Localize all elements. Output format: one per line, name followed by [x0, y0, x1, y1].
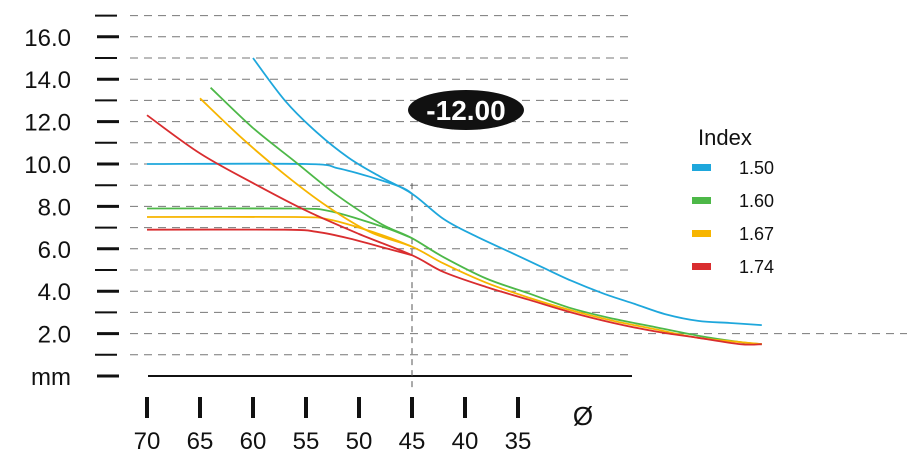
power-badge-background: [408, 90, 524, 130]
x-axis: 70 65 60 55 50 45 40 35: [134, 397, 532, 455]
legend-swatch-1.74: [692, 263, 711, 270]
power-badge: -12.00: [408, 90, 524, 130]
y-tick-label-6.0: 6.0: [38, 237, 71, 264]
legend-label-1.67: 1.67: [739, 224, 774, 244]
y-tick-label-10.0: 10.0: [24, 152, 71, 179]
y-tick-label-16.0: 16.0: [24, 25, 71, 52]
series-1.74-edge-line: [146, 114, 762, 346]
series-1.60-edge-line: [209, 87, 762, 346]
y-tick-label-2.0: 2.0: [38, 322, 71, 349]
y-axis: 2.0 4.0 6.0 8.0 10.0 12.0 14.0 16.0 mm: [24, 14, 119, 391]
y-tick-label-8.0: 8.0: [38, 194, 71, 221]
diameter-symbol: Ø: [573, 401, 593, 431]
legend: 1.50 1.60 1.67 1.74: [692, 158, 774, 277]
y-tick-label-4.0: 4.0: [38, 279, 71, 306]
series-1.67-edge-line: [199, 97, 762, 346]
grid-lines: [130, 15, 907, 356]
x-tick-label-35: 35: [505, 428, 532, 455]
y-tick-label-14.0: 14.0: [24, 67, 71, 94]
x-tick-label-45: 45: [399, 428, 426, 455]
legend-title: Index: [698, 125, 752, 150]
y-axis-unit-label: mm: [31, 364, 71, 391]
series-1.60-flat-line: [146, 207, 413, 240]
x-tick-label-70: 70: [134, 428, 161, 455]
x-tick-label-55: 55: [293, 428, 320, 455]
legend-label-1.74: 1.74: [739, 257, 774, 277]
x-tick-label-60: 60: [240, 428, 267, 455]
x-tick-label-65: 65: [187, 428, 214, 455]
legend-swatch-1.50: [692, 164, 711, 171]
x-tick-label-50: 50: [346, 428, 373, 455]
y-tick-label-12.0: 12.0: [24, 110, 71, 137]
series-1.67-flat-line: [146, 215, 413, 248]
series-1.50-flat-line: [146, 162, 413, 195]
x-tick-label-40: 40: [452, 428, 479, 455]
power-badge-label: -12.00: [426, 95, 505, 126]
series-1.74-flat-line: [146, 228, 413, 257]
legend-label-1.60: 1.60: [739, 191, 774, 211]
legend-swatch-1.60: [692, 197, 711, 204]
legend-swatch-1.67: [692, 230, 711, 237]
series-lines: [146, 57, 762, 346]
series-1.50-edge-line: [252, 57, 762, 326]
legend-label-1.50: 1.50: [739, 158, 774, 178]
